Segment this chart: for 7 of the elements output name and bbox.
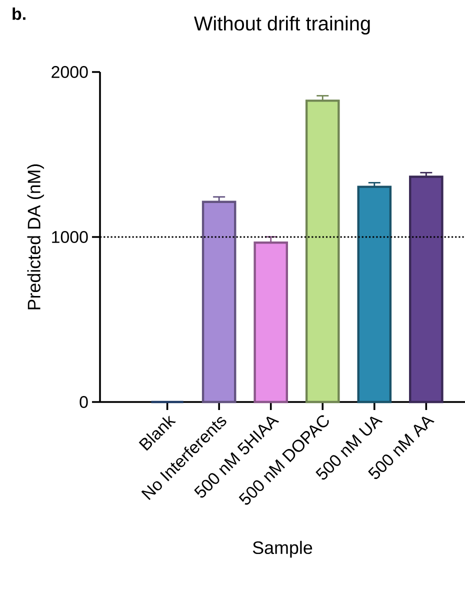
y-tick-label: 0 (80, 396, 88, 408)
text: b. (12, 8, 26, 20)
chart-title: Without drift training (194, 16, 370, 35)
x-axis-title: Sample (252, 540, 312, 558)
y-tick-label: 2000 (52, 66, 88, 78)
y-axis-title: Predicted DA (nM) (27, 164, 44, 310)
y-tick-label: 1000 (52, 231, 88, 243)
